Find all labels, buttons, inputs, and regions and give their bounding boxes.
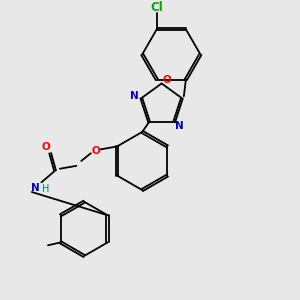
Text: N: N bbox=[175, 121, 183, 131]
Text: O: O bbox=[92, 146, 100, 156]
Text: H: H bbox=[42, 184, 49, 194]
Text: N: N bbox=[130, 91, 139, 101]
Text: O: O bbox=[162, 75, 171, 85]
Text: Cl: Cl bbox=[150, 2, 163, 14]
Text: O: O bbox=[42, 142, 51, 152]
Text: N: N bbox=[31, 183, 40, 193]
